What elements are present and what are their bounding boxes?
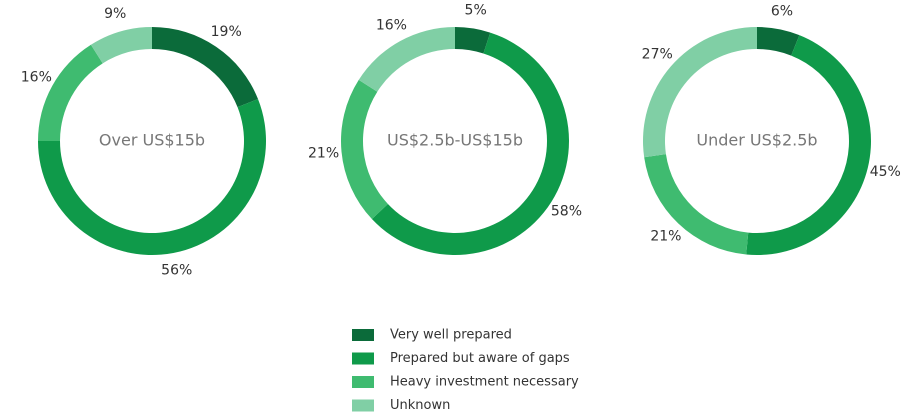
- legend-swatch: [352, 352, 374, 365]
- donut-segment: [38, 99, 266, 256]
- donut-segment: [152, 27, 258, 108]
- donut-segment: [644, 154, 749, 255]
- donut-segment: [371, 32, 569, 255]
- legend-label: Prepared but aware of gaps: [390, 351, 570, 366]
- legend-swatch: [352, 399, 374, 412]
- donut-center-label: Under US$2.5b: [696, 131, 817, 150]
- legend-label: Very well prepared: [390, 328, 512, 343]
- donut-segment: [455, 27, 491, 54]
- data-label: 16%: [376, 17, 407, 33]
- data-label: 45%: [870, 164, 901, 180]
- data-label: 5%: [465, 3, 487, 19]
- donut-segment: [643, 27, 757, 158]
- data-label: 27%: [642, 47, 673, 63]
- legend-label: Unknown: [390, 398, 450, 413]
- donut-segment: [340, 79, 388, 220]
- data-label: 19%: [211, 24, 242, 40]
- data-label: 21%: [650, 229, 681, 245]
- donut-segment: [757, 27, 800, 56]
- donut-center-label: Over US$15b: [99, 131, 205, 150]
- donut-segment: [358, 26, 455, 92]
- donut-segment: [38, 44, 103, 142]
- data-label: 9%: [104, 6, 126, 22]
- donut-segment: [90, 27, 152, 64]
- donut-center-label: US$2.5b-US$15b: [387, 131, 523, 150]
- data-label: 6%: [771, 3, 793, 19]
- data-label: 21%: [308, 145, 339, 161]
- legend-label: Heavy investment necessary: [390, 375, 579, 390]
- data-label: 16%: [21, 69, 52, 85]
- data-label: 56%: [161, 263, 192, 279]
- legend-swatch: [352, 329, 374, 341]
- data-label: 58%: [551, 204, 582, 220]
- donut-segment: [746, 35, 872, 256]
- legend-swatch: [352, 376, 374, 388]
